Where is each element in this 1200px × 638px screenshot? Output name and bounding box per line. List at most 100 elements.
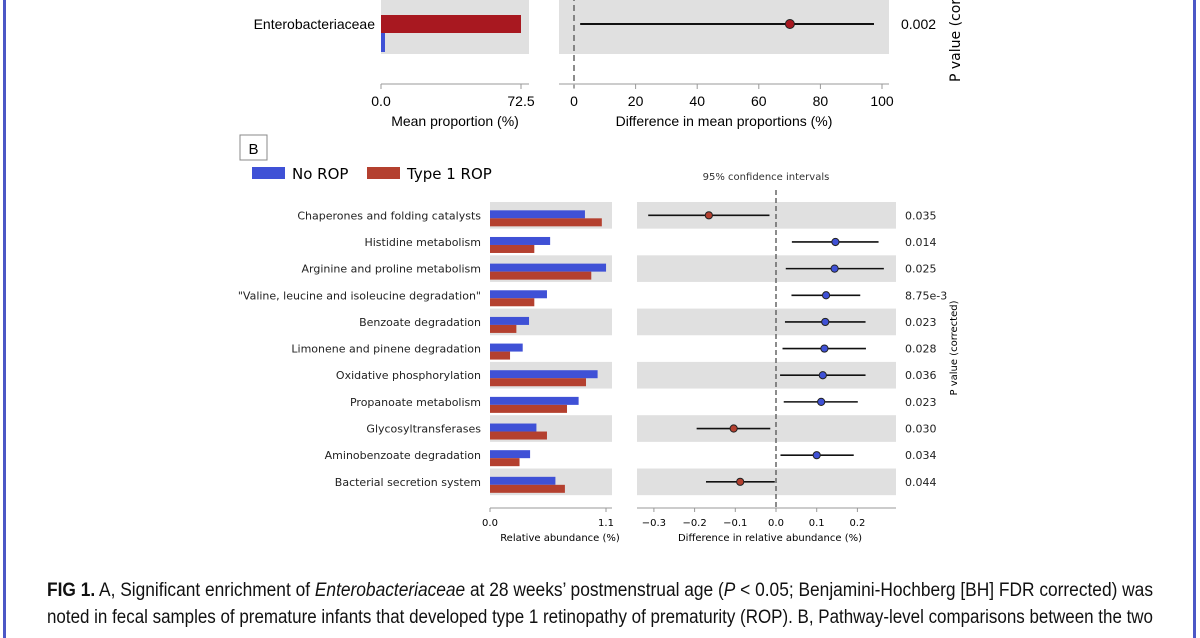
- legend-label-type1-rop: Type 1 ROP: [406, 165, 492, 183]
- x-tick-label: 0.0: [482, 518, 498, 529]
- bar-type1-rop: [490, 458, 520, 467]
- x-axis-label: Difference in mean proportions (%): [616, 113, 833, 129]
- x-tick-label: 0: [570, 93, 578, 109]
- caption-text: < 0.05; Benjamini-Hochberg [BH] FDR corr…: [735, 580, 1153, 601]
- p-value-label: 0.014: [905, 236, 937, 249]
- p-value-label: 0.044: [905, 476, 937, 489]
- bar-type1-rop: [490, 244, 535, 253]
- ci-title: 95% confidence intervals: [703, 172, 830, 183]
- x-axis-label: Difference in relative abundance (%): [678, 533, 862, 544]
- x-axis-label: Relative abundance (%): [500, 533, 620, 544]
- p-value-label: 0.035: [905, 209, 937, 222]
- panel-a: Enterobacteriaceae 0.002 P value (correcte…: [254, 0, 964, 129]
- ci-point: [821, 317, 830, 327]
- bar-type1-rop: [490, 218, 602, 227]
- p-value-label: 0.002: [901, 16, 936, 32]
- x-tick-label: 20: [628, 93, 644, 109]
- bar-type1-rop: [490, 298, 535, 307]
- ci-point: [812, 451, 821, 460]
- x-tick-label: 100: [870, 93, 894, 109]
- p-value-label: 0.023: [905, 316, 937, 329]
- x-tick-label: 0.0: [371, 93, 391, 109]
- bar-no-rop: [490, 236, 551, 245]
- category-label: Limonene and pinene degradation: [291, 343, 481, 356]
- x-tick-label: 1.1: [598, 518, 614, 529]
- bar-type1-rop: [490, 271, 592, 280]
- category-label: Benzoate degradation: [359, 316, 481, 329]
- x-tick-label: 60: [751, 93, 767, 109]
- legend-swatch-type1-rop: [367, 167, 400, 179]
- bar-type1-rop: [490, 431, 547, 440]
- caption-italic-p: P: [724, 580, 736, 601]
- bar-no-rop: [490, 343, 523, 352]
- p-value-label: 0.028: [905, 343, 937, 356]
- caption-line-1: FIG 1. A, Significant enrichment of Ente…: [47, 580, 1153, 601]
- category-label: Chaperones and folding catalysts: [297, 209, 481, 222]
- category-label: Histidine metabolism: [364, 236, 481, 249]
- x-tick-label: −0.3: [642, 518, 666, 529]
- bar-no-rop: [490, 450, 531, 459]
- legend-label-no-rop: No ROP: [292, 165, 348, 183]
- caption-line-2: noted in fecal samples of premature infa…: [47, 607, 1153, 628]
- ci-point: [831, 237, 840, 247]
- x-axis-label: Mean proportion (%): [391, 113, 519, 129]
- category-label: Enterobacteriaceae: [254, 16, 376, 32]
- bar-type1-rop: [490, 324, 517, 333]
- category-label: Glycosyltransferases: [366, 423, 481, 436]
- bar-type1-rop: [490, 404, 568, 413]
- ci-point: [821, 291, 831, 300]
- p-value-axis-label: P value (corrected): [949, 300, 960, 395]
- ci-point: [830, 264, 839, 273]
- bar-type1-rop: [490, 484, 565, 493]
- ci-point: [729, 424, 738, 433]
- category-label: Arginine and proline metabolism: [302, 263, 482, 276]
- caption-text: A, Significant enrichment of: [95, 580, 315, 601]
- bar-no-rop: [490, 476, 556, 485]
- p-value-label: 0.036: [905, 369, 937, 382]
- p-value-label: 0.025: [905, 263, 937, 276]
- bar-no-rop: [490, 396, 579, 405]
- x-tick-label: 0.1: [809, 518, 825, 529]
- caption-fig-number: FIG 1.: [47, 580, 95, 601]
- x-tick-label: 80: [813, 93, 829, 109]
- x-tick-label: 0.0: [768, 518, 784, 529]
- p-value-label: 0.034: [905, 449, 937, 462]
- ci-point: [818, 371, 827, 380]
- x-tick-label: 72.5: [507, 93, 534, 109]
- x-tick-label: −0.1: [723, 518, 747, 529]
- bar-no-rop: [490, 210, 585, 219]
- panel-b-label: B: [248, 141, 258, 158]
- p-value-axis-label: P value (corrected): [948, 0, 964, 82]
- bar-no-rop: [490, 290, 547, 299]
- x-tick-label: −0.2: [682, 518, 706, 529]
- category-label: Bacterial secretion system: [335, 476, 481, 489]
- category-label: Aminobenzoate degradation: [325, 449, 481, 462]
- bar-no-rop: [490, 263, 607, 272]
- ci-point: [817, 397, 826, 406]
- caption-italic-taxon: Enterobacteriaceae: [315, 580, 465, 601]
- ci-point: [736, 477, 745, 486]
- legend-swatch-no-rop: [252, 167, 285, 179]
- x-tick-label: 0.2: [849, 518, 865, 529]
- caption-text: at 28 weeks’ postmenstrual age (: [465, 580, 724, 601]
- category-label: Propanoate metabolism: [350, 396, 481, 409]
- bar-type1-rop: [490, 378, 587, 387]
- category-label: "Valine, leucine and isoleucine degradat…: [238, 289, 481, 302]
- ci-point: [704, 211, 713, 220]
- panel-b-label-box: [239, 134, 268, 161]
- bar-no-rop: [490, 423, 537, 432]
- panel-b: Chaperones and folding catalysts 0.035 His…: [238, 190, 960, 544]
- bar-no-rop: [381, 33, 385, 52]
- category-label: Oxidative phosphorylation: [336, 369, 481, 382]
- figure-frame: [3, 0, 1196, 638]
- bar-type1-rop: [490, 351, 511, 360]
- p-value-label: 0.023: [905, 396, 937, 409]
- bar-type1-rop: [381, 15, 521, 33]
- p-value-label: 0.030: [905, 423, 937, 436]
- x-tick-label: 40: [689, 93, 705, 109]
- p-value-label: 8.75e-3: [905, 289, 947, 302]
- bar-no-rop: [490, 316, 530, 325]
- bar-no-rop: [490, 370, 598, 379]
- ci-point: [784, 19, 795, 29]
